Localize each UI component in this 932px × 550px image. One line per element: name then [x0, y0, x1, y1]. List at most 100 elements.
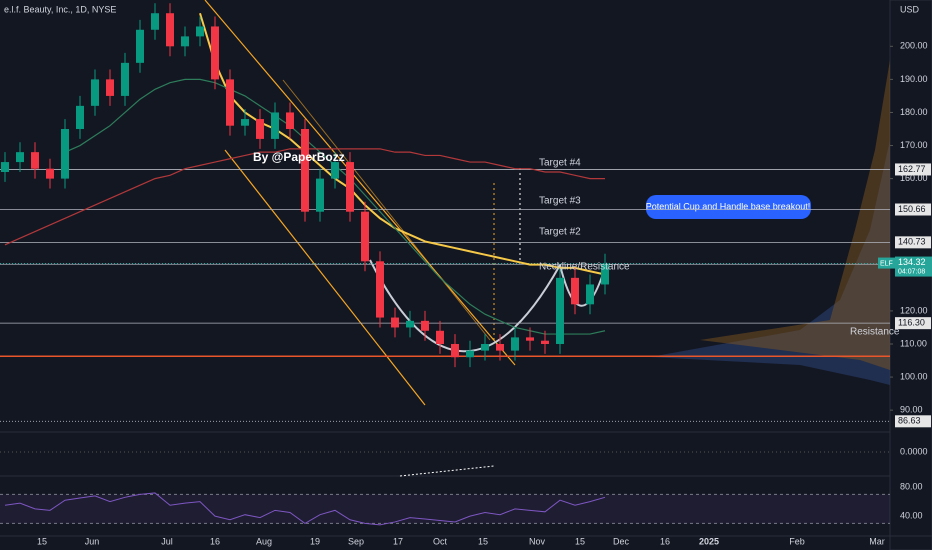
- x-tick-label: 16: [210, 536, 220, 546]
- candle-body: [256, 119, 264, 139]
- level-box: [895, 203, 931, 216]
- y-tick-label: 40.00: [900, 511, 923, 521]
- y-tick-label: 0.0000: [900, 446, 928, 456]
- x-tick-label: 2025: [699, 536, 719, 546]
- level-label: 116.30: [898, 318, 925, 328]
- x-tick-label: Aug: [256, 536, 272, 546]
- candle-body: [361, 211, 369, 262]
- annotation: Target #3: [539, 196, 581, 207]
- y-tick-label: 80.00: [900, 482, 923, 492]
- y-tick-label: 170.00: [900, 140, 928, 150]
- candle-body: [556, 277, 564, 344]
- level-box: [895, 317, 931, 330]
- candle-body: [421, 320, 429, 331]
- currency: USD: [900, 4, 920, 14]
- candle-body: [181, 36, 189, 47]
- candle-body: [571, 277, 579, 305]
- candle-body: [436, 330, 444, 344]
- x-tick-label: Jul: [161, 536, 173, 546]
- y-tick-label: 200.00: [900, 41, 928, 51]
- candle-body: [91, 79, 99, 106]
- x-tick-label: 17: [393, 536, 403, 546]
- level-label: 86.63: [898, 416, 921, 426]
- annotation: Neckline/Resistance: [539, 262, 630, 273]
- current-price-box: [895, 256, 932, 277]
- x-tick-label: 16: [660, 536, 670, 546]
- annotation: Resistance: [850, 327, 900, 338]
- current-price-label: 134.32: [898, 257, 926, 267]
- candle-body: [106, 79, 114, 96]
- x-tick-label: Feb: [789, 536, 805, 546]
- channel-line: [224, 149, 426, 406]
- candle-body: [241, 119, 249, 126]
- cup-curve: [369, 259, 561, 353]
- callout-text: Potential Cup and Handle base breakout!: [646, 201, 811, 211]
- x-tick-label: Oct: [433, 536, 448, 546]
- candle-body: [541, 340, 549, 344]
- candle-body: [511, 337, 519, 351]
- rsi-line: [4, 492, 606, 526]
- level-label: 140.73: [898, 237, 926, 247]
- candle-body: [76, 105, 84, 129]
- level-label: 150.66: [898, 204, 926, 214]
- level-box: [895, 236, 931, 249]
- y-tick-label: 110.00: [900, 338, 927, 348]
- candle-body: [406, 320, 414, 328]
- candle-body: [1, 162, 9, 172]
- moving-average: [199, 12, 606, 276]
- candle-body: [586, 284, 594, 305]
- level-box: [895, 415, 931, 428]
- candle-body: [376, 261, 384, 318]
- candle-body: [271, 112, 279, 139]
- rsi-band: [0, 494, 890, 524]
- candle-body: [211, 26, 219, 80]
- candle-body: [601, 263, 609, 285]
- candle-body: [481, 344, 489, 351]
- candle-body: [346, 162, 354, 212]
- candle-body: [61, 129, 69, 179]
- candle-body: [46, 168, 54, 179]
- x-tick-label: Sep: [348, 536, 364, 546]
- candle-body: [136, 29, 144, 63]
- level-box: [895, 163, 931, 176]
- callout-bubble: [646, 195, 811, 219]
- channel-line: [204, 0, 516, 366]
- level-label: 162.77: [898, 164, 926, 174]
- x-tick-label: 15: [37, 536, 47, 546]
- chart-header: e.l.f. Beauty, Inc., 1D, NYSE: [4, 4, 116, 14]
- candle-body: [16, 152, 24, 163]
- x-tick-label: Mar: [869, 536, 885, 546]
- candle-body: [31, 152, 39, 169]
- candle-body: [196, 26, 204, 37]
- x-tick-label: Nov: [529, 536, 546, 546]
- candle-body: [466, 350, 474, 358]
- y-tick-label: 180.00: [900, 107, 928, 117]
- candle-body: [286, 112, 294, 129]
- x-tick-label: Jun: [85, 536, 100, 546]
- candle-body: [151, 13, 159, 30]
- x-tick-label: Dec: [613, 536, 630, 546]
- annotation: Target #2: [539, 227, 581, 238]
- y-tick-label: 120.00: [900, 305, 928, 315]
- candle-body: [526, 337, 534, 341]
- candle-body: [121, 62, 129, 96]
- candle-body: [331, 162, 339, 179]
- symbol-label: ELF: [880, 260, 893, 267]
- symbol-box: [878, 257, 895, 269]
- volume-profile: [650, 140, 890, 385]
- y-tick-label: 100.00: [900, 371, 928, 381]
- candle-body: [391, 317, 399, 328]
- candle-body: [316, 178, 324, 212]
- x-tick-label: 15: [478, 536, 488, 546]
- x-tick-label: 15: [575, 536, 585, 546]
- handle-curve: [559, 264, 606, 307]
- x-tick-label: 19: [310, 536, 320, 546]
- candle-body: [451, 344, 459, 358]
- annotation: By @PaperBozz: [253, 150, 345, 164]
- candle-body: [166, 13, 174, 47]
- annotation: Target #4: [539, 158, 581, 169]
- y-tick-label: 160.00: [900, 173, 928, 183]
- y-tick-label: 90.00: [900, 405, 923, 415]
